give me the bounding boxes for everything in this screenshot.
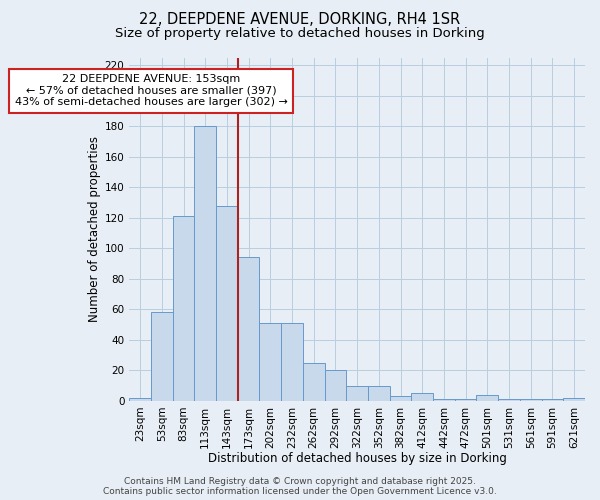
- Bar: [325, 370, 346, 401]
- Y-axis label: Number of detached properties: Number of detached properties: [88, 136, 101, 322]
- Bar: [563, 398, 585, 401]
- Bar: [412, 393, 433, 401]
- Text: Contains HM Land Registry data © Crown copyright and database right 2025.
Contai: Contains HM Land Registry data © Crown c…: [103, 476, 497, 496]
- Bar: [194, 126, 216, 401]
- Bar: [455, 400, 476, 401]
- Bar: [151, 312, 173, 401]
- Text: 22, DEEPDENE AVENUE, DORKING, RH4 1SR: 22, DEEPDENE AVENUE, DORKING, RH4 1SR: [139, 12, 461, 28]
- Bar: [498, 400, 520, 401]
- Bar: [216, 206, 238, 401]
- Bar: [173, 216, 194, 401]
- Bar: [520, 400, 542, 401]
- Bar: [346, 386, 368, 401]
- Text: 22 DEEPDENE AVENUE: 153sqm
← 57% of detached houses are smaller (397)
43% of sem: 22 DEEPDENE AVENUE: 153sqm ← 57% of deta…: [14, 74, 287, 108]
- Bar: [238, 258, 259, 401]
- Text: Size of property relative to detached houses in Dorking: Size of property relative to detached ho…: [115, 28, 485, 40]
- Bar: [281, 323, 303, 401]
- Bar: [303, 362, 325, 401]
- Bar: [129, 398, 151, 401]
- Bar: [542, 400, 563, 401]
- Bar: [259, 323, 281, 401]
- Bar: [389, 396, 412, 401]
- Bar: [476, 394, 498, 401]
- Bar: [433, 400, 455, 401]
- Bar: [368, 386, 389, 401]
- X-axis label: Distribution of detached houses by size in Dorking: Distribution of detached houses by size …: [208, 452, 506, 465]
